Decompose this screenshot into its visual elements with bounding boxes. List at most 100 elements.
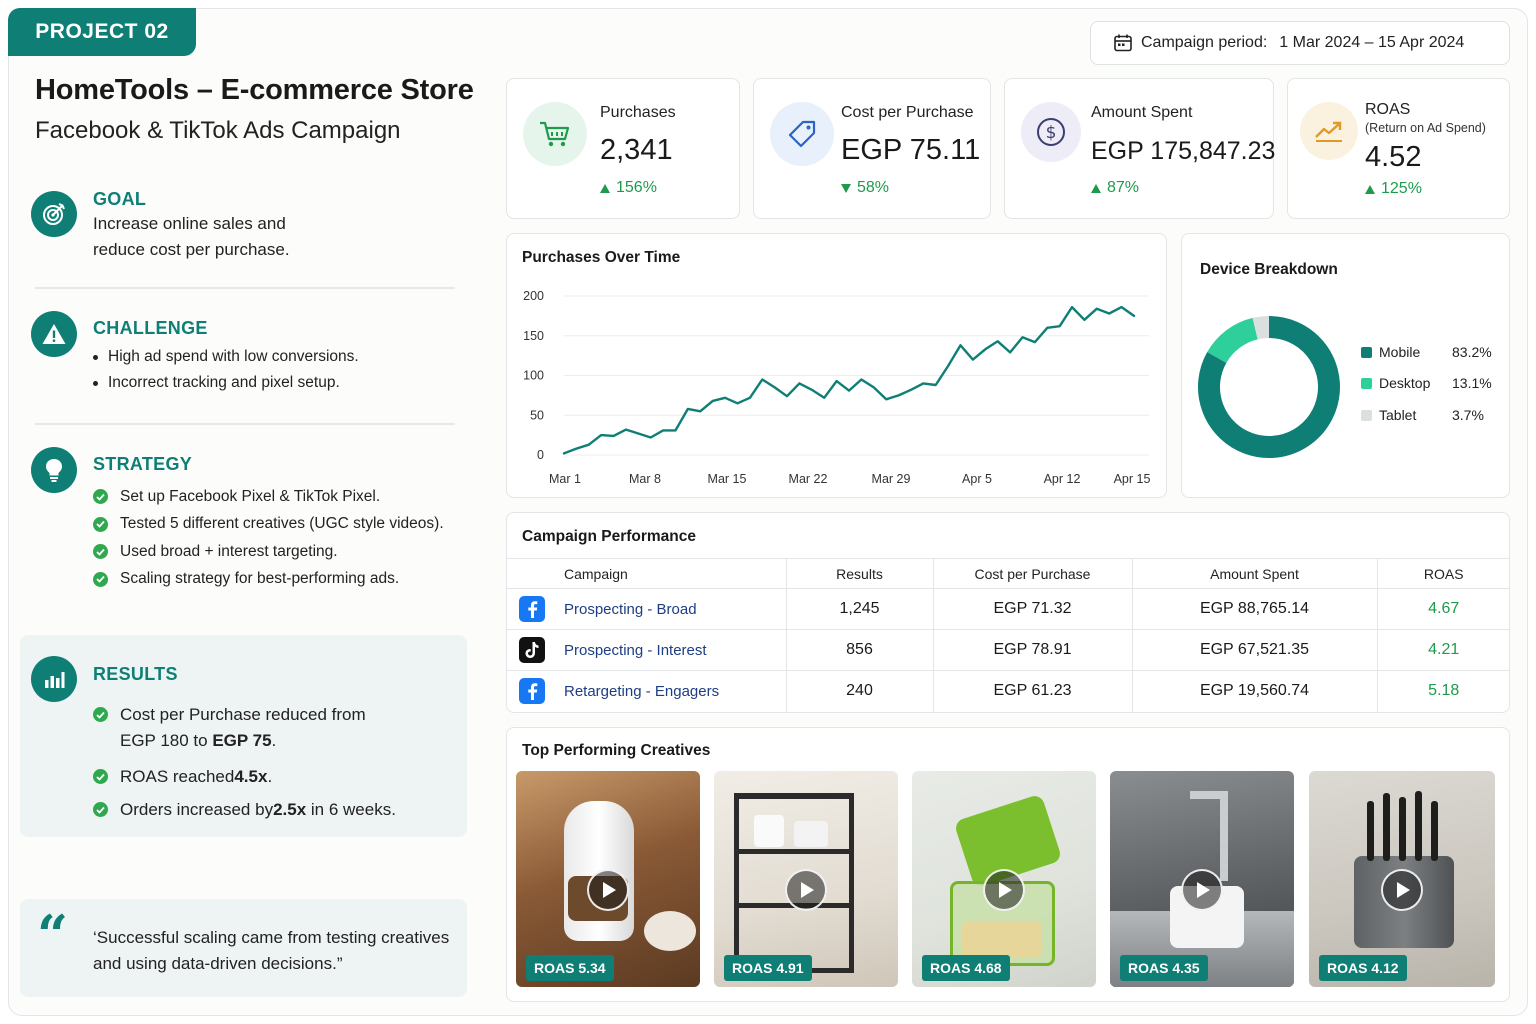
lightbulb-icon (31, 447, 77, 493)
play-icon[interactable] (1381, 869, 1423, 911)
kpi-card-cost-per-purchase: Cost per Purchase EGP 75.11 58% (753, 78, 991, 219)
creative-thumbnail[interactable]: ROAS 4.91 (714, 771, 898, 987)
x-tick-label: Mar 8 (629, 472, 661, 486)
creative-roas-badge: ROAS 4.68 (922, 955, 1010, 981)
results-cell: 1,245 (785, 588, 933, 630)
creative-thumbnail[interactable]: ROAS 5.34 (516, 771, 700, 987)
creative-thumbnail[interactable]: ROAS 4.35 (1110, 771, 1294, 987)
kpi-card-purchases: Purchases 2,341 156% (506, 78, 740, 219)
cart-icon (523, 102, 587, 166)
results-cell: 240 (785, 670, 933, 712)
legend-swatch (1361, 346, 1372, 358)
project-badge: PROJECT 02 (8, 8, 196, 56)
legend-swatch (1361, 377, 1372, 389)
list-item: Cost per Purchase reduced from EGP 180 t… (93, 702, 396, 760)
kpi-delta: 58% (841, 179, 889, 197)
roas-cell: 4.67 (1376, 588, 1510, 630)
spent-cell: EGP 19,560.74 (1131, 670, 1377, 712)
table-row[interactable]: Prospecting - Interest 856 EGP 78.91 EGP… (507, 629, 1510, 671)
x-tick-label: Mar 15 (708, 472, 747, 486)
donut-slice-tablet (1252, 316, 1270, 340)
y-tick-label: 200 (523, 289, 544, 303)
list-item: Incorrect tracking and pixel setup. (93, 370, 359, 396)
x-tick-label: Apr 15 (1114, 472, 1151, 486)
column-header[interactable]: ROAS (1376, 558, 1510, 589)
column-header[interactable]: Amount Spent (1131, 558, 1377, 589)
play-icon[interactable] (1181, 869, 1223, 911)
kpi-card-roas: ROAS (Return on Ad Spend) 4.52 125% (1287, 78, 1510, 219)
results-cell: 856 (785, 629, 933, 671)
legend-swatch (1361, 409, 1372, 421)
check-icon (93, 707, 108, 722)
donut-slice-desktop (1207, 317, 1259, 364)
check-icon (93, 802, 108, 817)
campaign-name[interactable]: Prospecting - Broad (564, 600, 697, 618)
donut-slice-mobile (1198, 316, 1340, 458)
kpi-label: Amount Spent (1091, 104, 1193, 121)
campaign-name[interactable]: Prospecting - Interest (564, 641, 707, 659)
play-icon[interactable] (785, 869, 827, 911)
results-list: Cost per Purchase reduced from EGP 180 t… (93, 702, 396, 826)
y-tick-label: 0 (537, 448, 544, 462)
list-item: High ad spend with low conversions. (93, 344, 359, 370)
creative-thumbnail[interactable]: ROAS 4.68 (912, 771, 1096, 987)
check-icon (93, 516, 108, 532)
challenge-heading: CHALLENGE (93, 318, 208, 338)
chart-title: Device Breakdown (1200, 261, 1338, 278)
y-tick-label: 50 (530, 408, 544, 422)
tag-icon (770, 102, 834, 166)
table-header-row: Campaign Results Cost per Purchase Amoun… (507, 558, 1510, 589)
facebook-icon (519, 596, 545, 622)
tiktok-icon (519, 637, 545, 663)
kpi-label: Purchases (600, 104, 676, 121)
spent-cell: EGP 88,765.14 (1131, 588, 1377, 630)
column-header[interactable]: Cost per Purchase (932, 558, 1132, 589)
target-icon (31, 191, 77, 237)
table-title: Campaign Performance (522, 528, 696, 545)
creative-roas-badge: ROAS 4.35 (1120, 955, 1208, 981)
page-title: HomeTools – E-commerce Store (35, 74, 474, 106)
arrow-up-icon (1365, 184, 1375, 194)
chart-title: Purchases Over Time (522, 249, 681, 266)
spent-cell: EGP 67,521.35 (1131, 629, 1377, 671)
goal-text: Increase online sales and reduce cost pe… (93, 211, 290, 263)
goal-line: reduce cost per purchase. (93, 240, 290, 259)
challenge-list: High ad spend with low conversions. Inco… (93, 344, 359, 396)
x-tick-label: Mar 1 (549, 472, 581, 486)
strategy-heading: STRATEGY (93, 454, 193, 474)
calendar-icon (1114, 34, 1132, 52)
kpi-sublabel: (Return on Ad Spend) (1365, 121, 1486, 135)
section-divider (35, 287, 455, 289)
purchases-chart-card (506, 233, 1167, 498)
x-tick-label: Mar 29 (872, 472, 911, 486)
device-donut-chart (1198, 316, 1340, 458)
legend-item: Desktop 13.1% (1361, 375, 1492, 391)
table-row[interactable]: Retargeting - Engagers 240 EGP 61.23 EGP… (507, 670, 1510, 712)
cpp-cell: EGP 61.23 (932, 670, 1132, 712)
play-icon[interactable] (587, 869, 629, 911)
column-header[interactable]: Results (785, 558, 933, 589)
creative-thumbnail[interactable]: ROAS 4.12 (1309, 771, 1495, 987)
campaign-period[interactable]: Campaign period: 1 Mar 2024 – 15 Apr 202… (1090, 21, 1510, 65)
check-icon (93, 489, 108, 505)
cpp-cell: EGP 71.32 (932, 588, 1132, 630)
list-item: ROAS reached 4.5x. (93, 760, 396, 793)
check-icon (93, 571, 108, 587)
device-breakdown-card (1181, 233, 1510, 498)
kpi-label: Cost per Purchase (841, 104, 974, 121)
campaign-name[interactable]: Retargeting - Engagers (564, 682, 720, 700)
page-subtitle: Facebook & TikTok Ads Campaign (35, 117, 401, 144)
legend-item: Tablet 3.7% (1361, 407, 1484, 423)
table-row[interactable]: Prospecting - Broad 1,245 EGP 71.32 EGP … (507, 588, 1510, 630)
play-icon[interactable] (983, 869, 1025, 911)
y-tick-label: 100 (523, 369, 544, 383)
purchases-line-chart: 0 50 100 150 200 Mar 1 Mar 8 Mar 15 Mar 22 Mar 29… (523, 289, 1151, 486)
column-header[interactable]: Campaign (507, 558, 786, 589)
roas-cell: 4.21 (1376, 629, 1510, 671)
facebook-icon (519, 678, 545, 705)
dollar-icon: $ (1021, 102, 1081, 162)
arrow-up-icon (1091, 183, 1101, 193)
roas-cell: 5.18 (1376, 670, 1510, 712)
creative-roas-badge: ROAS 5.34 (526, 955, 614, 981)
kpi-label: ROAS (1365, 101, 1411, 118)
